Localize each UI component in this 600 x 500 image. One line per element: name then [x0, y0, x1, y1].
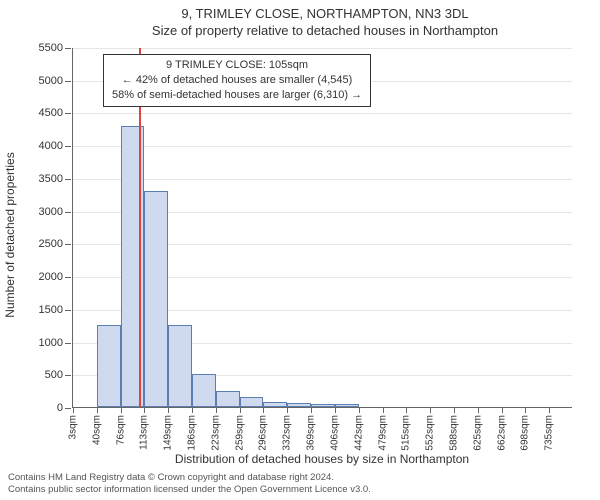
x-tick	[144, 407, 145, 413]
footer-line-1: Contains HM Land Registry data © Crown c…	[8, 472, 371, 484]
y-tick	[65, 310, 71, 311]
x-tick	[454, 407, 455, 413]
y-tick	[65, 244, 71, 245]
x-tick-label: 369sqm	[306, 415, 317, 451]
y-tick-label: 1500	[39, 304, 63, 316]
x-tick	[359, 407, 360, 413]
figure: { "titles": { "main": "9, TRIMLEY CLOSE,…	[0, 0, 600, 500]
x-tick	[383, 407, 384, 413]
x-tick-label: 515sqm	[401, 415, 412, 451]
x-tick	[240, 407, 241, 413]
x-tick	[216, 407, 217, 413]
footer-line-2: Contains public sector information licen…	[8, 484, 371, 496]
x-tick	[549, 407, 550, 413]
x-tick-label: 698sqm	[520, 415, 531, 451]
chart-plot-area: 0500100015002000250030003500400045005000…	[72, 48, 572, 408]
y-tick-label: 500	[45, 369, 63, 381]
x-tick-label: 479sqm	[377, 415, 388, 451]
y-tick-label: 3000	[39, 206, 63, 218]
histogram-bar	[335, 404, 359, 407]
x-tick-label: 406sqm	[329, 415, 340, 451]
x-tick-label: 296sqm	[258, 415, 269, 451]
x-tick-label: 332sqm	[282, 415, 293, 451]
y-tick	[65, 48, 71, 49]
gridline	[73, 146, 572, 147]
y-tick	[65, 146, 71, 147]
y-tick-label: 4000	[39, 140, 63, 152]
x-tick	[406, 407, 407, 413]
y-tick	[65, 179, 71, 180]
x-tick	[525, 407, 526, 413]
y-tick-label: 5000	[39, 75, 63, 87]
x-tick-label: 3sqm	[68, 415, 79, 439]
chart-title-sub: Size of property relative to detached ho…	[60, 23, 590, 38]
y-tick-label: 5500	[39, 42, 63, 54]
x-tick-label: 149sqm	[163, 415, 174, 451]
y-tick-label: 0	[57, 402, 63, 414]
histogram-bar	[240, 397, 264, 407]
attribution-footer: Contains HM Land Registry data © Crown c…	[8, 472, 371, 496]
y-tick	[65, 113, 71, 114]
y-tick-label: 4500	[39, 107, 63, 119]
y-tick-label: 3500	[39, 173, 63, 185]
histogram-bar	[192, 374, 216, 407]
gridline	[73, 113, 572, 114]
gridline	[73, 48, 572, 49]
y-tick-label: 1000	[39, 337, 63, 349]
x-tick-label: 442sqm	[353, 415, 364, 451]
x-tick	[168, 407, 169, 413]
x-tick-label: 662sqm	[496, 415, 507, 451]
gridline	[73, 179, 572, 180]
x-tick	[311, 407, 312, 413]
histogram-bar	[97, 325, 121, 407]
x-tick-label: 735sqm	[544, 415, 555, 451]
histogram-bar	[311, 404, 335, 407]
x-tick	[502, 407, 503, 413]
x-tick	[335, 407, 336, 413]
y-tick	[65, 277, 71, 278]
y-tick	[65, 375, 71, 376]
y-tick-label: 2500	[39, 238, 63, 250]
histogram-bar	[287, 403, 311, 407]
histogram-bar	[216, 391, 240, 407]
x-tick-label: 625sqm	[472, 415, 483, 451]
x-tick	[478, 407, 479, 413]
y-tick-label: 2000	[39, 271, 63, 283]
x-tick	[192, 407, 193, 413]
histogram-bar	[263, 402, 287, 407]
chart-titles: 9, TRIMLEY CLOSE, NORTHAMPTON, NN3 3DL S…	[60, 6, 590, 38]
marker-info-box: 9 TRIMLEY CLOSE: 105sqm← 42% of detached…	[103, 54, 371, 107]
x-tick-label: 223sqm	[210, 415, 221, 451]
chart-title-main: 9, TRIMLEY CLOSE, NORTHAMPTON, NN3 3DL	[60, 6, 590, 21]
info-box-line: 9 TRIMLEY CLOSE: 105sqm	[112, 58, 362, 73]
x-tick	[263, 407, 264, 413]
x-tick	[73, 407, 74, 413]
info-box-line: 58% of semi-detached houses are larger (…	[112, 88, 362, 103]
x-tick-label: 40sqm	[91, 415, 102, 445]
x-tick-label: 588sqm	[448, 415, 459, 451]
histogram-bar	[144, 191, 168, 407]
x-tick	[121, 407, 122, 413]
y-axis-label: Number of detached properties	[3, 152, 17, 317]
y-tick	[65, 408, 71, 409]
x-tick-label: 113sqm	[139, 415, 150, 450]
y-tick	[65, 343, 71, 344]
histogram-bar	[168, 325, 192, 407]
x-tick-label: 186sqm	[187, 415, 198, 451]
x-tick-label: 259sqm	[234, 415, 245, 451]
x-tick-label: 552sqm	[425, 415, 436, 451]
x-tick	[430, 407, 431, 413]
x-tick	[97, 407, 98, 413]
y-tick	[65, 212, 71, 213]
x-axis-label: Distribution of detached houses by size …	[72, 452, 572, 466]
info-box-line: ← 42% of detached houses are smaller (4,…	[112, 73, 362, 88]
x-tick-label: 76sqm	[115, 415, 126, 445]
x-tick	[287, 407, 288, 413]
y-tick	[65, 81, 71, 82]
